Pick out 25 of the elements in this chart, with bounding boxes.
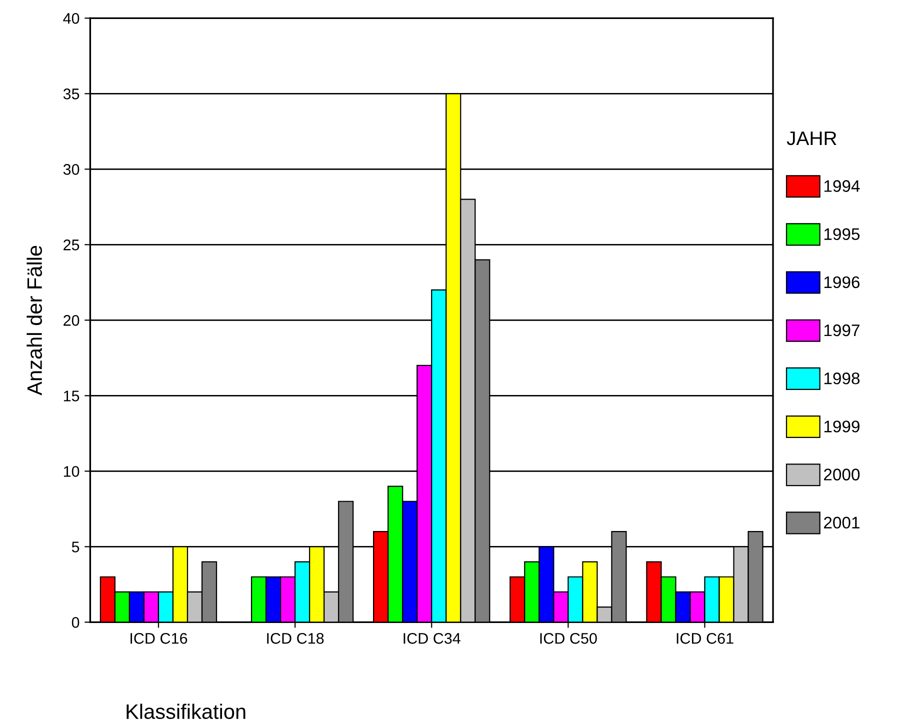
y-tick-label: 20 — [64, 315, 80, 326]
legend-label: 1995 — [824, 228, 860, 240]
y-tick-label: 35 — [63, 88, 80, 100]
y-tick-label: 40 — [63, 13, 80, 24]
x-tick-label: ICD C16 — [130, 633, 188, 644]
x-tick-label: ICD C61 — [676, 633, 734, 644]
legend-label: 1998 — [824, 372, 860, 384]
y-tick-label: 10 — [64, 466, 80, 477]
y-axis-title: Anzahl der Fälle — [26, 246, 42, 396]
legend-label: 1997 — [824, 324, 860, 336]
legend-label: 2000 — [824, 468, 860, 480]
y-tick-label: 0 — [72, 617, 80, 628]
y-tick-label: 15 — [64, 390, 80, 402]
legend-title: JAHR — [786, 132, 836, 146]
legend-label: 1994 — [824, 180, 860, 192]
x-tick-label: ICD C34 — [404, 633, 460, 644]
y-tick-label: 25 — [64, 240, 80, 250]
y-tick-label: 30 — [63, 164, 80, 175]
x-axis-title: Klassifikation — [126, 704, 246, 720]
y-tick-label: 5 — [72, 542, 80, 552]
x-tick-label: ICD C18 — [267, 633, 324, 644]
legend-label: 1996 — [824, 276, 860, 288]
legend-label: 1999 — [824, 420, 860, 432]
legend-label: 2001 — [824, 516, 860, 529]
x-tick-label: ICD C50 — [540, 633, 597, 644]
